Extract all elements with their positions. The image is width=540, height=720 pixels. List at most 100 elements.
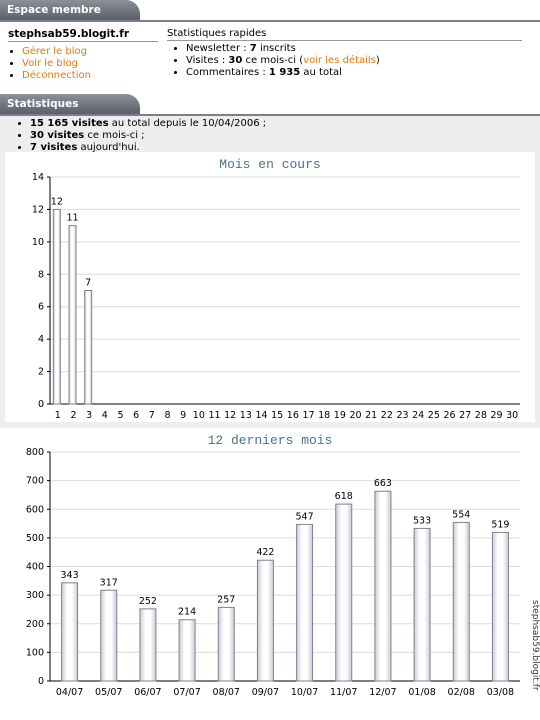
list-item: Newsletter : 7 inscrits	[186, 43, 380, 55]
section-title: Statistiques	[0, 94, 140, 114]
y-tick-label: 400	[26, 562, 44, 573]
list-item: 7 visites aujourd'hui.	[30, 142, 266, 154]
text: 1 935	[268, 67, 301, 78]
data-label: 252	[139, 596, 157, 607]
stats-list: 15 165 visites au total depuis le 10/04/…	[30, 118, 266, 154]
bar	[296, 523, 314, 682]
y-tick-label: 600	[26, 504, 44, 515]
text: )	[375, 55, 380, 66]
data-label: 257	[217, 594, 235, 605]
x-tick-label: 3	[86, 410, 92, 421]
x-tick-label: 7	[149, 410, 155, 421]
data-label: 343	[61, 570, 79, 581]
data-label: 554	[452, 509, 470, 520]
x-tick-label: 03/08	[487, 687, 514, 698]
bar	[374, 490, 392, 682]
x-tick-label: 29	[490, 410, 502, 421]
side-text: stephsab59.blogit.fr	[530, 600, 540, 691]
x-tick-label: 08/07	[213, 687, 240, 698]
data-label: 422	[256, 547, 274, 558]
text: 30 visites	[30, 130, 85, 141]
header-bar: Espace membre	[0, 0, 540, 22]
chart-title: Mois en cours	[219, 157, 320, 172]
text: au total	[300, 67, 342, 78]
list-item: Commentaires : 1 935 au total	[186, 67, 380, 79]
bar	[413, 527, 431, 682]
bar	[68, 225, 77, 405]
x-tick-label: 22	[381, 410, 393, 421]
x-tick-label: 8	[164, 410, 170, 421]
bar	[139, 608, 157, 682]
blog-name: stephsab59.blogit.fr	[8, 28, 158, 42]
link-list: Gérer le blogVoir le blogDéconnection	[22, 46, 91, 82]
x-tick-label: 4	[102, 410, 108, 421]
bar	[452, 521, 470, 682]
x-tick-label: 25	[428, 410, 440, 421]
link[interactable]: Déconnection	[22, 70, 91, 81]
x-tick-label: 02/08	[448, 687, 475, 698]
data-label: 12	[51, 196, 63, 207]
y-tick-label: 300	[26, 590, 44, 601]
list-item: 30 visites ce mois-ci ;	[30, 130, 266, 142]
x-tick-label: 24	[412, 410, 424, 421]
link[interactable]: Voir le blog	[22, 58, 78, 69]
x-tick-label: 14	[255, 410, 267, 421]
text: ce mois-ci ;	[84, 130, 145, 141]
quick-title: Statistiques rapides	[167, 28, 522, 41]
data-label: 519	[491, 519, 509, 530]
x-tick-label: 11	[208, 410, 220, 421]
y-tick-label: 2	[38, 367, 44, 378]
y-tick-label: 12	[32, 204, 44, 215]
x-tick-label: 10/07	[291, 687, 318, 698]
chart-title: 12 derniers mois	[208, 433, 333, 448]
text: Commentaires :	[186, 67, 269, 78]
text: 7	[249, 43, 257, 54]
link[interactable]: voir les détails	[303, 55, 376, 66]
data-label: 317	[100, 577, 118, 588]
bar	[61, 582, 79, 682]
x-tick-label: 26	[443, 410, 455, 421]
data-label: 663	[374, 478, 392, 489]
x-tick-label: 06/07	[134, 687, 161, 698]
data-label: 547	[296, 511, 314, 522]
x-tick-label: 15	[271, 410, 283, 421]
section-title: Espace membre	[0, 0, 140, 20]
bar	[256, 559, 274, 682]
chart: 12 derniers mois 0 100 200 300 400 500 600 700 80…	[5, 428, 535, 716]
bar	[100, 589, 118, 682]
y-tick-label: 0	[38, 676, 44, 687]
list-item: Visites : 30 ce mois-ci (voir les détail…	[186, 55, 380, 67]
x-tick-label: 23	[396, 410, 408, 421]
text: 15 165 visites	[30, 118, 109, 129]
bar	[217, 606, 235, 682]
bar	[178, 619, 196, 682]
y-tick-label: 700	[26, 476, 44, 487]
x-tick-label: 17	[302, 410, 314, 421]
x-tick-label: 12	[224, 410, 236, 421]
x-tick-label: 01/08	[408, 687, 435, 698]
text: 7 visites	[30, 142, 78, 153]
header-bar: Statistiques	[0, 94, 540, 116]
list-item: Gérer le blog	[22, 46, 91, 58]
link[interactable]: Gérer le blog	[22, 46, 87, 57]
y-tick-label: 500	[26, 533, 44, 544]
text: 30	[228, 55, 243, 66]
bar	[491, 531, 509, 682]
x-tick-label: 13	[240, 410, 252, 421]
text: Visites :	[186, 55, 229, 66]
text: au total depuis le 10/04/2006 ;	[108, 118, 267, 129]
x-tick-label: 19	[334, 410, 346, 421]
text: aujourd'hui.	[77, 142, 140, 153]
bar	[52, 208, 61, 405]
x-tick-label: 04/07	[56, 687, 83, 698]
y-tick-label: 100	[26, 647, 44, 658]
text: inscrits	[256, 43, 296, 54]
member-box: stephsab59.blogit.fr Gérer le blogVoir l…	[0, 22, 540, 90]
x-tick-label: 30	[506, 410, 518, 421]
chart-background	[5, 152, 535, 422]
y-tick-label: 6	[38, 302, 44, 313]
y-tick-label: 200	[26, 619, 44, 630]
y-tick-label: 14	[32, 172, 44, 183]
